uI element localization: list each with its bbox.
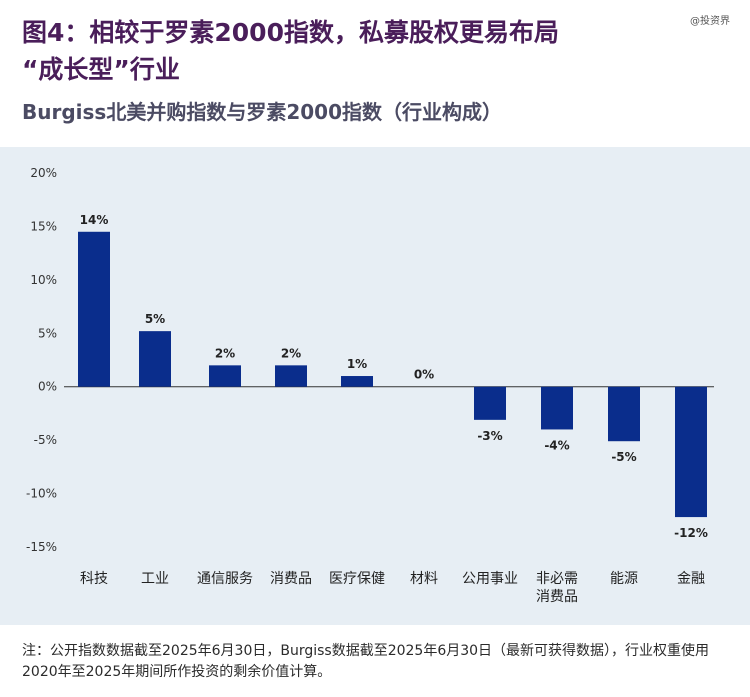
bar: [541, 386, 573, 430]
x-category-label: 科技: [80, 571, 108, 587]
y-tick-label: 5%: [38, 326, 57, 340]
chart-title: 图4：相较于罗素2000指数，私募股权更易布局 “成长型”行业: [22, 14, 682, 88]
watermark: @投资界: [690, 16, 730, 27]
data-label: 2%: [215, 346, 235, 360]
bar: [78, 231, 110, 387]
data-label: -4%: [544, 438, 569, 452]
bar-chart: 20% 15% 10% 5% 0% -5% -10% -15% 14% 科技 5% 工业 2% 通信服务 2…: [26, 166, 714, 605]
y-tick-label: 0%: [38, 380, 57, 394]
data-label: 2%: [281, 346, 301, 360]
y-tick-label: -15%: [26, 540, 57, 554]
data-label: 1%: [347, 357, 367, 371]
title-line-1: 图4：相较于罗素2000指数，私募股权更易布局: [22, 18, 559, 47]
data-label: 14%: [80, 213, 109, 227]
x-category-label: 能源: [610, 571, 638, 587]
title-line-2: “成长型”行业: [22, 55, 180, 84]
x-category-label: 消费品: [270, 571, 312, 587]
x-category-label: 通信服务: [197, 571, 253, 587]
y-tick-label: 20%: [30, 166, 57, 180]
data-label: -5%: [611, 450, 636, 464]
x-category-label: 材料: [410, 571, 438, 587]
x-category-label: 非必需消费品: [536, 571, 578, 605]
footnote: 注：公开指数数据截至2025年6月30日，Burgiss数据截至2025年6月3…: [22, 643, 710, 680]
chart-panel: 20% 15% 10% 5% 0% -5% -10% -15% 14% 科技 5% 工业 2% 通信服务 2…: [0, 147, 750, 625]
x-category-label: 金融: [677, 571, 705, 587]
chart-subtitle: Burgiss北美并购指数与罗素2000指数（行业构成）: [22, 100, 502, 124]
y-tick-label: 10%: [30, 273, 57, 287]
y-tick-label: -10%: [26, 487, 57, 501]
data-label: 5%: [145, 312, 165, 326]
bar: [209, 365, 241, 387]
bar: [139, 331, 171, 387]
bar: [275, 365, 307, 387]
x-category-label: 工业: [141, 571, 169, 587]
bar: [474, 386, 506, 420]
data-label: -3%: [477, 429, 502, 443]
x-category-label: 医疗保健: [329, 571, 385, 587]
bar: [608, 386, 640, 442]
y-tick-label: 15%: [30, 219, 57, 233]
data-label: -12%: [674, 526, 708, 540]
bar: [341, 376, 373, 387]
x-category-label: 公用事业: [462, 571, 518, 587]
bar: [675, 386, 707, 518]
data-label: 0%: [414, 368, 434, 382]
y-tick-label: -5%: [34, 433, 57, 447]
